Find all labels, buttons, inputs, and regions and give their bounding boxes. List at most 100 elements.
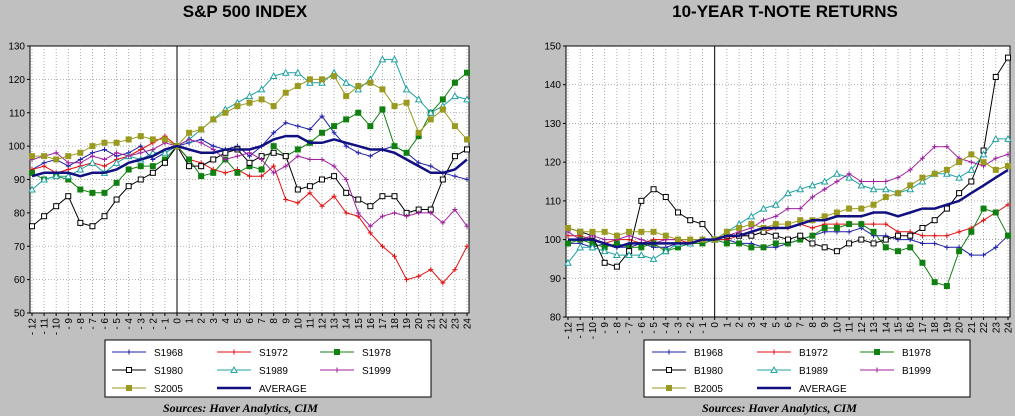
data-point (89, 153, 95, 159)
y-tick-label: 80 (14, 208, 26, 219)
legend-item: AVERAGE (217, 384, 307, 395)
data-point (416, 160, 422, 166)
data-point (821, 213, 828, 220)
legend-label: S1999 (362, 366, 391, 377)
x-tick-label: 22 (979, 322, 990, 334)
data-point (565, 240, 571, 247)
data-point (809, 240, 816, 247)
data-point (137, 163, 144, 170)
legend-item: S1972 (217, 348, 288, 359)
data-point (760, 244, 767, 251)
legend-label: B1999 (902, 366, 931, 377)
x-tick-label: 24 (463, 318, 474, 330)
data-point (577, 228, 584, 235)
legend-marker (874, 367, 880, 373)
data-point (392, 253, 397, 259)
data-point (601, 228, 608, 235)
y-tick-label: 150 (544, 42, 561, 53)
data-point (822, 186, 828, 192)
data-point (137, 176, 144, 183)
data-point (247, 173, 252, 179)
data-point (858, 179, 864, 184)
x-tick-label: 7 (257, 318, 268, 324)
legend-label: AVERAGE (259, 384, 307, 395)
data-point (650, 186, 657, 193)
legend-marker (231, 349, 237, 355)
legend: S1968 S1972 S1978 S1980 S1989 S1999 S2005 AVERA… (104, 339, 432, 398)
data-point (1004, 134, 1012, 142)
legend-label: B1980 (694, 366, 723, 377)
data-point (65, 160, 71, 166)
data-point (198, 140, 204, 146)
data-point (979, 150, 988, 158)
data-point (113, 179, 120, 186)
x-tick-label: 22 (438, 318, 449, 330)
data-point (944, 244, 950, 250)
data-point (271, 170, 277, 176)
data-point (331, 123, 338, 130)
data-point (589, 228, 596, 235)
legend-label: B1972 (799, 348, 828, 359)
x-tick-label: 3 (747, 322, 758, 328)
data-point (367, 203, 374, 210)
data-point (355, 150, 361, 156)
legend-marker (666, 385, 672, 391)
data-point (846, 205, 853, 212)
data-point (52, 172, 61, 180)
data-point (931, 279, 938, 286)
data-point (210, 146, 216, 152)
data-point (785, 221, 791, 228)
legend-marker (126, 349, 132, 355)
data-point (772, 221, 779, 228)
data-point (271, 163, 277, 169)
x-tick-label: - 5 (649, 322, 660, 334)
data-point (427, 116, 434, 123)
data-point (675, 209, 681, 216)
x-tick-label: 11 (305, 318, 316, 329)
data-point (907, 182, 914, 189)
data-point (993, 155, 999, 161)
data-point (283, 197, 289, 203)
data-point (919, 155, 925, 161)
x-tick-label: 8 (808, 322, 819, 328)
right-chart-title: 10-YEAR T-NOTE RETURNS (672, 2, 898, 21)
data-point (319, 76, 325, 83)
data-point (464, 177, 470, 182)
data-point (564, 258, 572, 266)
data-point (319, 203, 325, 209)
data-point (126, 153, 132, 159)
data-point (736, 224, 743, 231)
legend-item: S1980 (112, 366, 183, 377)
data-point (306, 76, 313, 83)
legend-item: S1978 (320, 348, 391, 359)
data-point (1005, 202, 1011, 208)
data-point (367, 123, 374, 130)
data-point (846, 240, 853, 247)
y-tick-label: 50 (14, 309, 26, 320)
data-point (403, 99, 410, 106)
x-tick-label: - 7 (625, 322, 636, 334)
x-tick-label: 16 (366, 318, 377, 330)
data-point (416, 273, 422, 279)
data-point (355, 109, 362, 116)
x-tick-label: 10 (293, 318, 304, 330)
data-point (331, 193, 337, 199)
data-point (785, 236, 791, 243)
data-point (222, 156, 228, 162)
data-point (392, 210, 397, 216)
x-tick-label: 14 (881, 322, 892, 334)
data-point (354, 85, 363, 93)
x-tick-label: 20 (414, 318, 425, 330)
data-point (65, 166, 71, 172)
legend-item: B1978 (860, 348, 931, 359)
x-tick-label: 5 (233, 318, 244, 324)
data-point (834, 179, 840, 184)
legend-marker (230, 365, 238, 373)
data-point (294, 146, 301, 153)
data-point (464, 243, 470, 249)
y-tick-label: 120 (8, 75, 25, 86)
data-point (367, 230, 373, 236)
data-point (65, 193, 72, 200)
data-point (343, 143, 349, 149)
data-point (415, 129, 422, 136)
